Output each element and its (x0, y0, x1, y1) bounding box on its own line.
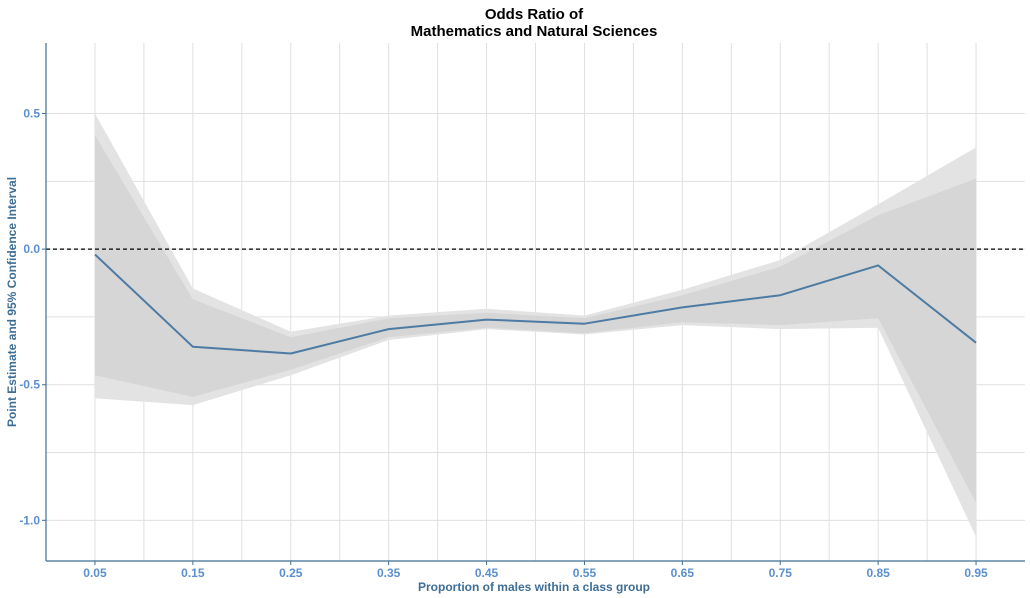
series-line (94, 253, 977, 355)
y-tick-label: 0.5 (23, 107, 40, 121)
x-tick-label: 0.05 (83, 566, 107, 580)
tick-labels: 0.05 0.15 0.25 0.35 0.45 0.55 0.65 0.75 0.85 0.95… (19, 107, 988, 580)
y-axis-label: Point Estimate and 95% Confidence Interv… (5, 177, 19, 427)
x-tick-label: 0.35 (377, 566, 401, 580)
x-tick-label: 0.25 (279, 566, 303, 580)
series-group (94, 253, 977, 355)
y-tick-label: -0.5 (19, 378, 40, 392)
x-axis-label: Proportion of males within a class group (418, 580, 650, 594)
confidence-band-inner (95, 135, 976, 503)
chart-title-line-1: Odds Ratio of (485, 6, 584, 23)
x-tick-label: 0.45 (475, 566, 499, 580)
x-tick-label: 0.55 (573, 566, 597, 580)
confidence-bands (95, 113, 976, 537)
x-tick-label: 0.85 (866, 566, 890, 580)
axes (42, 43, 1025, 565)
chart-title-line-2: Mathematics and Natural Sciences (411, 23, 658, 40)
x-tick-label: 0.75 (769, 566, 793, 580)
y-tick-label: 0.0 (23, 242, 40, 256)
x-tick-label: 0.95 (964, 566, 988, 580)
x-tick-label: 0.65 (671, 566, 695, 580)
y-tick-label: -1.0 (19, 513, 40, 527)
x-tick-label: 0.15 (181, 566, 205, 580)
